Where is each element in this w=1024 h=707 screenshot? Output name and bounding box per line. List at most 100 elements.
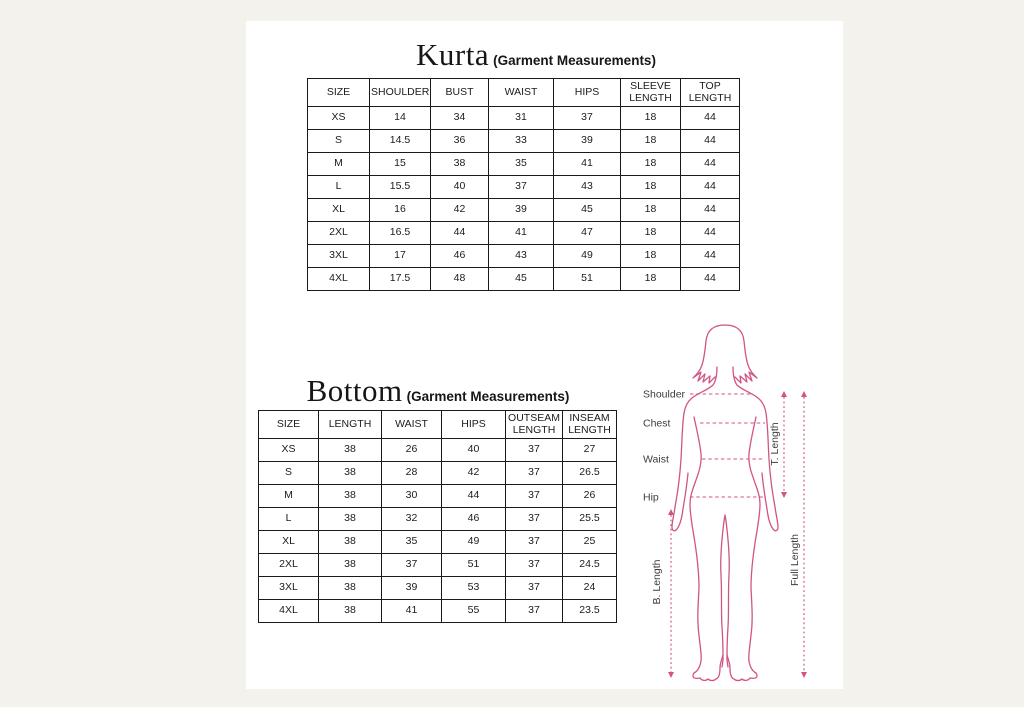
table-cell: 37 — [505, 553, 563, 577]
table-cell: 3XL — [258, 576, 319, 600]
table-header-row: SIZE LENGTH WAIST HIPS OUTSEAM LENGTH INSEAM … — [258, 410, 617, 439]
table-row: M 38 30 44 37 26 — [258, 484, 617, 508]
column-header: HIPS — [553, 78, 621, 107]
figure-label-chest: Chest — [643, 418, 671, 430]
table-cell: 49 — [441, 530, 506, 554]
table-cell: 46 — [441, 507, 506, 531]
kurta-section-title: Kurta (Garment Measurements) — [307, 37, 765, 73]
column-header: BUST — [430, 78, 489, 107]
table-row: L 38 32 46 37 25.5 — [258, 507, 617, 531]
table-cell: 40 — [430, 175, 489, 199]
table-cell: 38 — [318, 530, 382, 554]
table-cell: 33 — [488, 129, 554, 153]
kurta-measurements-table: SIZE SHOULDER BUST WAIST HIPS SLEEVE LENGTH TO… — [307, 78, 740, 291]
table-cell: 38 — [318, 461, 382, 485]
table-cell: 15 — [369, 152, 431, 176]
table-cell: 26.5 — [562, 461, 617, 485]
table-cell: 43 — [553, 175, 621, 199]
table-cell: 40 — [441, 438, 506, 462]
table-cell: 49 — [553, 244, 621, 268]
table-cell: 41 — [553, 152, 621, 176]
bottom-measurements-table: SIZE LENGTH WAIST HIPS OUTSEAM LENGTH INSEAM … — [258, 410, 617, 623]
table-cell: 37 — [381, 553, 442, 577]
figure-label-waist: Waist — [643, 454, 669, 466]
table-cell: 51 — [441, 553, 506, 577]
table-cell: 51 — [553, 267, 621, 291]
figure-label-b-length: B. Length — [651, 559, 663, 604]
table-row: L 15.5 40 37 43 18 44 — [307, 175, 740, 199]
measurement-guide-lines — [690, 393, 766, 498]
table-cell: 4XL — [307, 267, 370, 291]
table-cell: 3XL — [307, 244, 370, 268]
column-header: SLEEVE LENGTH — [620, 78, 681, 107]
table-cell: 26 — [562, 484, 617, 508]
column-header: SHOULDER — [369, 78, 431, 107]
table-cell: XS — [307, 106, 370, 130]
table-cell: 38 — [318, 599, 382, 623]
table-cell: 30 — [381, 484, 442, 508]
table-cell: 44 — [680, 198, 740, 222]
table-cell: 37 — [505, 484, 563, 508]
table-cell: 44 — [680, 221, 740, 245]
table-row: M 15 38 35 41 18 44 — [307, 152, 740, 176]
column-header: TOP LENGTH — [680, 78, 740, 107]
table-cell: 35 — [488, 152, 554, 176]
table-cell: 44 — [441, 484, 506, 508]
table-row: XS 38 26 40 37 27 — [258, 438, 617, 462]
table-row: XL 38 35 49 37 25 — [258, 530, 617, 554]
table-cell: 37 — [505, 576, 563, 600]
table-cell: 4XL — [258, 599, 319, 623]
bottom-title: Bottom — [306, 373, 403, 408]
column-header: HIPS — [441, 410, 506, 439]
table-cell: 35 — [381, 530, 442, 554]
table-cell: 14.5 — [369, 129, 431, 153]
table-row: 3XL 17 46 43 49 18 44 — [307, 244, 740, 268]
table-cell: XL — [258, 530, 319, 554]
table-cell: 23.5 — [562, 599, 617, 623]
table-cell: 34 — [430, 106, 489, 130]
table-cell: 39 — [381, 576, 442, 600]
table-cell: 25.5 — [562, 507, 617, 531]
table-cell: 24.5 — [562, 553, 617, 577]
table-cell: 42 — [441, 461, 506, 485]
table-cell: 37 — [505, 530, 563, 554]
table-cell: 37 — [553, 106, 621, 130]
table-cell: 37 — [505, 599, 563, 623]
table-cell: 16 — [369, 198, 431, 222]
table-cell: 31 — [488, 106, 554, 130]
table-row: 3XL 38 39 53 37 24 — [258, 576, 617, 600]
table-cell: 14 — [369, 106, 431, 130]
table-cell: 38 — [318, 438, 382, 462]
table-cell: 16.5 — [369, 221, 431, 245]
table-cell: 18 — [620, 221, 681, 245]
table-row: S 14.5 36 33 39 18 44 — [307, 129, 740, 153]
table-cell: 44 — [680, 106, 740, 130]
table-cell: 44 — [430, 221, 489, 245]
size-chart-panel: Kurta (Garment Measurements) SIZE SHOULDER… — [246, 21, 843, 689]
table-cell: 39 — [553, 129, 621, 153]
table-cell: 28 — [381, 461, 442, 485]
table-cell: 18 — [620, 106, 681, 130]
length-arrows — [670, 397, 805, 672]
table-cell: 18 — [620, 175, 681, 199]
figure-label-shoulder: Shoulder — [643, 389, 686, 401]
table-cell: 18 — [620, 152, 681, 176]
table-cell: 38 — [430, 152, 489, 176]
table-cell: 48 — [430, 267, 489, 291]
table-cell: S — [307, 129, 370, 153]
column-header: SIZE — [258, 410, 319, 439]
table-cell: 45 — [553, 198, 621, 222]
arrowheads — [668, 391, 807, 678]
table-cell: 37 — [505, 507, 563, 531]
table-cell: 38 — [318, 507, 382, 531]
table-cell: 37 — [505, 438, 563, 462]
table-cell: 25 — [562, 530, 617, 554]
table-row: XS 14 34 31 37 18 44 — [307, 106, 740, 130]
body-measurement-diagram: Shoulder Chest Waist Hip T. Length B. Le… — [643, 324, 807, 682]
table-cell: 46 — [430, 244, 489, 268]
table-cell: 27 — [562, 438, 617, 462]
table-cell: 17.5 — [369, 267, 431, 291]
table-cell: 15.5 — [369, 175, 431, 199]
column-header: LENGTH — [318, 410, 382, 439]
table-cell: XL — [307, 198, 370, 222]
